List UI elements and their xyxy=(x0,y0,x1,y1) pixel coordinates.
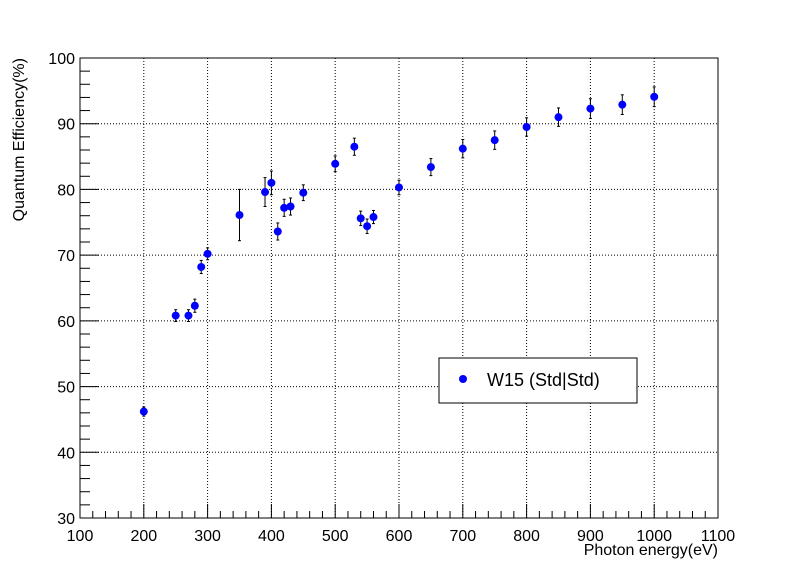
data-point xyxy=(184,309,193,323)
data-marker xyxy=(286,202,295,211)
x-tick-labels: 100 200 300 400 500 600 700 800 900 1000 1100 xyxy=(67,528,736,545)
x-tick-label: 1100 xyxy=(701,528,736,545)
y-tick-label: 70 xyxy=(57,248,75,265)
x-tick-label: 300 xyxy=(194,528,221,545)
legend: W15 (Std|Std) xyxy=(438,357,638,404)
x-tick-label: 100 xyxy=(67,528,94,545)
data-marker xyxy=(490,136,499,145)
data-marker xyxy=(235,211,244,220)
legend-box xyxy=(438,357,638,404)
data-marker xyxy=(331,159,340,168)
data-marker xyxy=(586,104,595,113)
y-tick-labels: 30 40 50 60 70 80 90 100 xyxy=(48,51,75,528)
data-marker xyxy=(280,203,289,212)
data-marker xyxy=(426,163,435,172)
x-tick-label: 600 xyxy=(386,528,413,545)
data-point xyxy=(554,107,563,127)
data-point xyxy=(458,138,467,159)
data-marker xyxy=(350,142,359,151)
data-point xyxy=(350,137,359,156)
data-marker xyxy=(299,188,308,197)
plot-frame xyxy=(79,57,719,519)
x-tick-label: 500 xyxy=(322,528,349,545)
y-axis-title: Quantum Efficiency(%) xyxy=(11,58,28,221)
data-point xyxy=(522,117,531,137)
data-point xyxy=(369,209,378,225)
data-marker xyxy=(369,213,378,222)
y-tick-label: 30 xyxy=(57,511,75,528)
data-point xyxy=(171,309,180,323)
data-point xyxy=(650,86,659,108)
data-marker xyxy=(363,222,372,231)
data-marker xyxy=(261,188,270,197)
x-tick-label: 400 xyxy=(258,528,285,545)
x-tick-label: 1000 xyxy=(636,528,672,545)
data-point xyxy=(261,177,270,208)
data-point xyxy=(586,98,595,119)
legend-label-w15: W15 (Std|Std) xyxy=(487,370,600,390)
data-marker xyxy=(522,123,531,131)
data-point xyxy=(203,247,212,261)
data-point xyxy=(426,158,435,177)
data-marker xyxy=(197,262,206,271)
data-point xyxy=(190,298,199,313)
data-point xyxy=(395,179,403,196)
y-tick-label: 40 xyxy=(57,445,75,462)
data-marker xyxy=(650,92,659,101)
data-point xyxy=(286,197,295,216)
data-marker xyxy=(139,407,148,416)
data-marker xyxy=(171,311,180,320)
data-point xyxy=(197,259,206,275)
axis-ticks xyxy=(79,57,719,519)
x-axis-title: Photon energy(eV) xyxy=(584,542,718,559)
data-point xyxy=(331,155,340,173)
data-point xyxy=(356,210,365,227)
y-tick-label: 50 xyxy=(57,380,75,397)
data-marker xyxy=(554,113,563,122)
data-point xyxy=(267,170,276,196)
data-point xyxy=(618,94,627,116)
x-tick-label: 900 xyxy=(577,528,604,545)
legend-marker-w15 xyxy=(459,375,467,383)
x-tick-label: 800 xyxy=(513,528,540,545)
data-marker xyxy=(267,178,276,187)
data-marker xyxy=(190,301,199,310)
x-tick-label: 700 xyxy=(449,528,476,545)
data-point xyxy=(363,218,372,234)
data-marker xyxy=(203,249,212,258)
data-marker xyxy=(395,183,403,192)
data-point xyxy=(280,198,289,217)
data-point xyxy=(235,188,244,242)
data-point xyxy=(490,130,499,150)
y-tick-label: 100 xyxy=(48,51,75,68)
y-tick-label: 80 xyxy=(57,182,75,199)
data-marker xyxy=(618,100,627,109)
data-marker xyxy=(184,311,193,320)
data-marker xyxy=(356,214,365,223)
data-marker xyxy=(458,144,467,153)
data-point xyxy=(273,222,282,241)
data-point xyxy=(299,184,308,202)
data-point xyxy=(139,406,148,417)
data-marker xyxy=(273,227,282,236)
y-tick-label: 90 xyxy=(57,117,75,134)
data-series xyxy=(139,86,659,417)
y-tick-label: 60 xyxy=(57,314,75,331)
x-tick-label: 200 xyxy=(130,528,157,545)
